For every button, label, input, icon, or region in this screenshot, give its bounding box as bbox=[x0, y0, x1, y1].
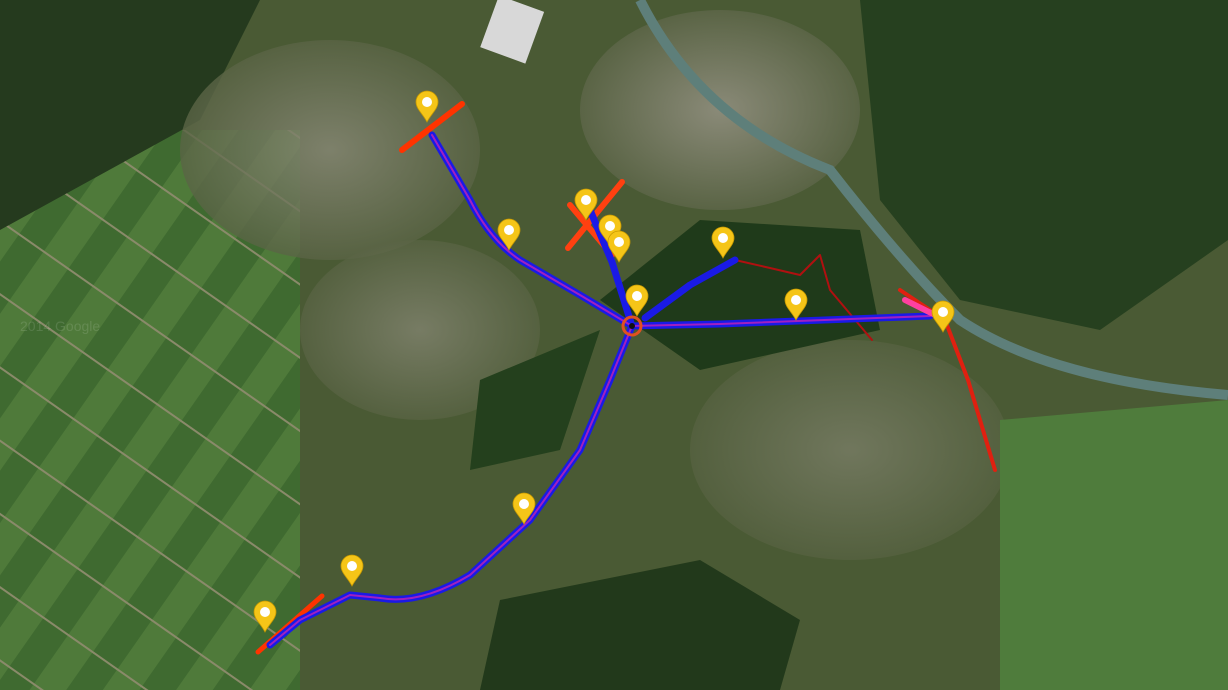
roundabout bbox=[621, 315, 643, 337]
trail-path bbox=[734, 254, 873, 341]
map-pin-icon[interactable] bbox=[625, 284, 649, 317]
map-pin-icon[interactable] bbox=[415, 90, 439, 123]
map-pin-icon[interactable] bbox=[784, 288, 808, 321]
map-pin-icon[interactable] bbox=[340, 554, 364, 587]
routes bbox=[255, 101, 997, 655]
map-pin-icon[interactable] bbox=[574, 188, 598, 221]
map-pin-icon[interactable] bbox=[711, 226, 735, 259]
map-pin-icon[interactable] bbox=[607, 230, 631, 263]
route-overlay bbox=[269, 134, 931, 646]
map-pin-icon[interactable] bbox=[512, 492, 536, 525]
hot-segment-east bbox=[898, 288, 997, 472]
hot-segment-nw bbox=[399, 101, 465, 153]
map-pin-icon[interactable] bbox=[253, 600, 277, 633]
map-pin-icon[interactable] bbox=[931, 300, 955, 333]
map-pin-icon[interactable] bbox=[497, 218, 521, 251]
google-watermark: 2014 Google bbox=[20, 318, 101, 334]
markers bbox=[253, 90, 955, 633]
